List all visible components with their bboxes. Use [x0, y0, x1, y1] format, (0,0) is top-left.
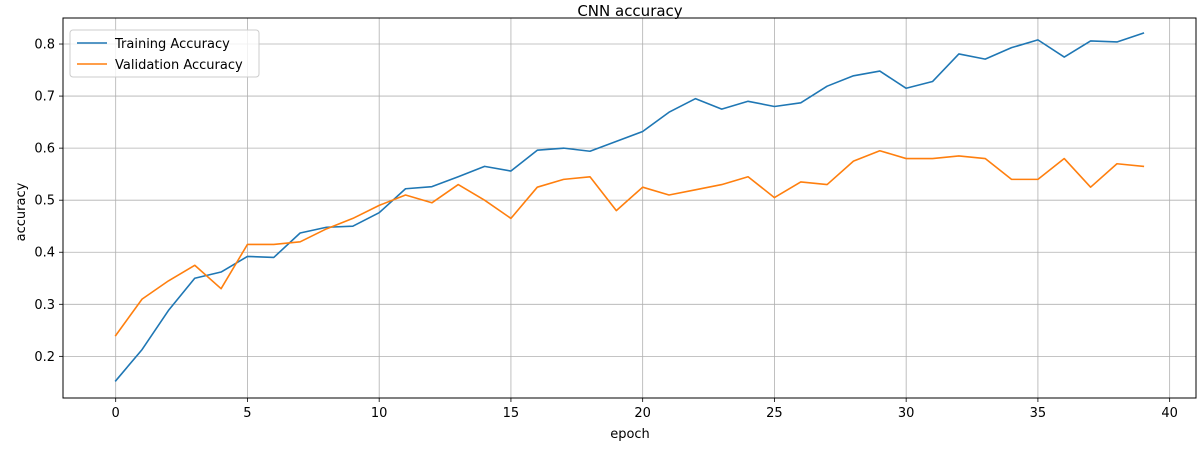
- x-tick-label: 40: [1161, 406, 1178, 421]
- legend-label-training: Training Accuracy: [114, 37, 230, 52]
- x-tick-label: 20: [634, 406, 651, 421]
- axis-ticks: 0 5 10 15 20 25 30 35 40 0.2 0.3 0.4 0.5 0.6 0.7 0.8: [34, 38, 1178, 421]
- x-tick-label: 15: [503, 406, 520, 421]
- legend-box: [69, 29, 260, 78]
- chart-legend: Training Accuracy Validation Accuracy: [69, 29, 260, 78]
- x-axis-label: epoch: [610, 427, 650, 442]
- y-tick-label: 0.5: [34, 194, 55, 209]
- x-tick-label: 5: [243, 406, 251, 421]
- y-tick-label: 0.2: [34, 350, 55, 365]
- y-axis-label: accuracy: [14, 182, 29, 241]
- y-tick-label: 0.6: [34, 142, 55, 157]
- y-tick-label: 0.3: [34, 298, 55, 313]
- y-tick-label: 0.7: [34, 90, 55, 105]
- x-tick-label: 0: [112, 406, 120, 421]
- chart-title: CNN accuracy: [577, 2, 682, 20]
- series-lines: [114, 32, 1145, 382]
- x-tick-label: 10: [371, 406, 388, 421]
- x-tick-label: 35: [1030, 406, 1047, 421]
- y-tick-label: 0.4: [34, 246, 55, 261]
- series-line-training-accuracy: [114, 32, 1145, 382]
- x-tick-label: 30: [898, 406, 915, 421]
- y-tick-label: 0.8: [34, 38, 55, 53]
- legend-label-validation: Validation Accuracy: [115, 58, 243, 73]
- x-tick-label: 25: [766, 406, 783, 421]
- plot-area-frame: [62, 17, 1197, 399]
- series-line-validation-accuracy: [114, 149, 1145, 337]
